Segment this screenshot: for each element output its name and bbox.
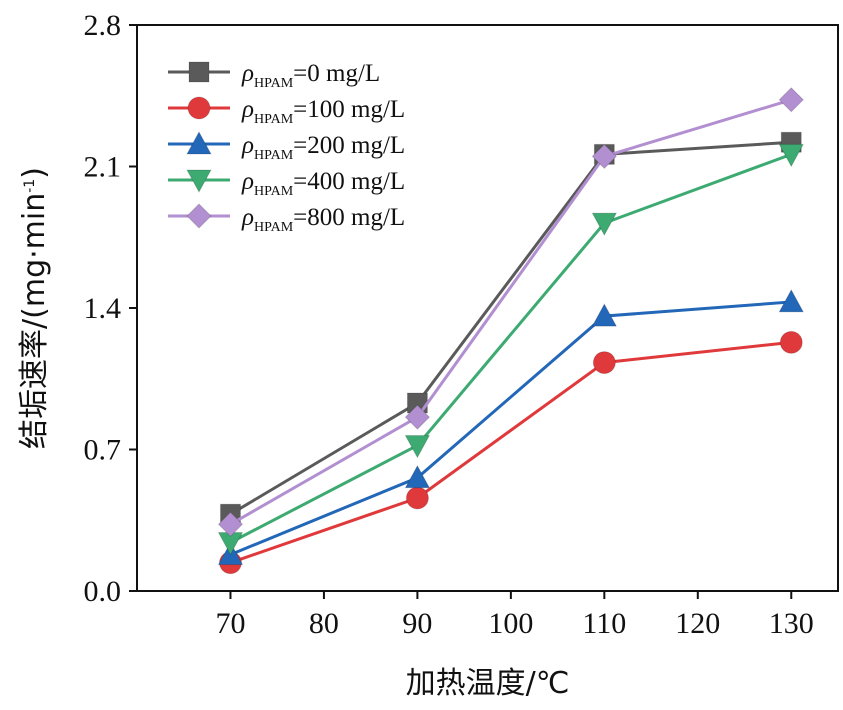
legend-subscript: HPAM <box>254 148 294 163</box>
series-line <box>229 152 792 544</box>
legend-marker-triangle-down <box>186 169 212 194</box>
legend-entry: ρHPAM=800 mg/L <box>168 203 405 235</box>
series-line <box>229 340 792 565</box>
data-point-triangle-up <box>591 303 618 327</box>
y-tick-label: 2.1 <box>84 151 122 184</box>
data-point-triangle-up <box>404 464 431 489</box>
series-line <box>229 98 792 526</box>
legend-entry: ρHPAM=100 mg/L <box>168 96 405 127</box>
legend-symbol: ρ <box>241 60 254 87</box>
data-point-diamond <box>404 404 431 430</box>
x-tick-label: 110 <box>582 607 626 640</box>
data-point-triangle-down <box>591 212 618 237</box>
data-point-diamond <box>591 143 618 170</box>
legend-label: ρHPAM=200 mg/L <box>241 132 405 163</box>
x-tick-label: 70 <box>215 607 245 640</box>
legend-subscript: HPAM <box>254 112 294 127</box>
legend-symbol: ρ <box>241 204 254 231</box>
x-tick-label: 130 <box>769 607 814 640</box>
y-axis-title: 结垢速率/(mg·min-1) <box>17 167 52 449</box>
legend-entry: ρHPAM=0 mg/L <box>168 60 380 91</box>
x-tick-label: 90 <box>402 607 432 640</box>
legend-subscript: HPAM <box>254 184 294 199</box>
legend-entry: ρHPAM=400 mg/L <box>168 168 405 199</box>
y-axis-title-close: ) <box>17 167 52 179</box>
series-triangle-up <box>217 288 805 566</box>
series-line <box>229 300 792 557</box>
legend-entry: ρHPAM=200 mg/L <box>168 130 405 163</box>
legend-value: =100 mg/L <box>293 96 405 123</box>
series-line <box>229 140 792 516</box>
data-point-diamond <box>778 87 804 113</box>
y-axis-title-superscript: -1 <box>22 179 38 193</box>
legend-symbol: ρ <box>241 132 254 159</box>
y-tick-label: 2.8 <box>84 9 122 42</box>
y-tick-label: 1.4 <box>84 292 122 325</box>
data-point-circle <box>779 330 803 354</box>
data-point-triangle-down <box>778 143 805 168</box>
x-tick-label: 80 <box>309 607 339 640</box>
legend-symbol: ρ <box>241 96 254 123</box>
legend-label: ρHPAM=100 mg/L <box>241 96 405 127</box>
legend-label: ρHPAM=400 mg/L <box>241 168 405 199</box>
legend-marker-circle <box>187 96 211 120</box>
y-axis-title-main: 结垢速率/(mg·min <box>17 193 52 449</box>
legend-value: =0 mg/L <box>293 60 380 87</box>
legend-label: ρHPAM=800 mg/L <box>241 204 405 235</box>
legend-value: =800 mg/L <box>293 204 405 231</box>
legend-marker-triangle-up <box>186 130 212 155</box>
data-point-circle <box>592 351 616 375</box>
data-point-triangle-up <box>778 288 805 313</box>
legend-marker-square <box>188 61 210 83</box>
series-diamond <box>217 87 804 537</box>
legend-label: ρHPAM=0 mg/L <box>241 60 380 91</box>
legend-subscript: HPAM <box>254 76 294 91</box>
x-tick-label: 120 <box>675 607 720 640</box>
y-tick-label: 0.0 <box>84 575 122 608</box>
series-circle <box>218 330 803 575</box>
legend-subscript: HPAM <box>254 220 294 235</box>
legend-symbol: ρ <box>241 168 254 195</box>
data-point-diamond <box>217 511 244 537</box>
legend-value: =200 mg/L <box>293 132 405 159</box>
x-tick-label: 100 <box>488 607 533 640</box>
data-point-circle <box>405 486 429 510</box>
data-point-triangle-down <box>404 434 431 459</box>
x-axis-title: 加热温度/℃ <box>406 666 570 701</box>
legend-value: =400 mg/L <box>293 168 405 195</box>
legend-marker-diamond <box>186 203 212 229</box>
y-tick-label: 0.7 <box>84 434 122 467</box>
